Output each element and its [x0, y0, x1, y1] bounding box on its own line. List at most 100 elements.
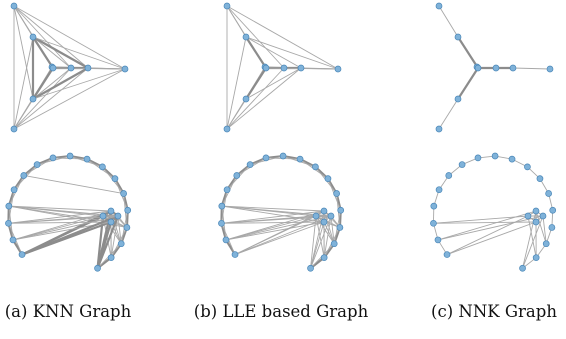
graph-edge — [33, 37, 88, 68]
graph-node — [115, 213, 121, 219]
nnk-star-graph — [436, 3, 553, 132]
graph-edge — [438, 216, 543, 240]
graph-node — [67, 153, 73, 159]
graph-node — [533, 208, 539, 214]
lle-star-graph — [224, 3, 341, 132]
graph-node — [298, 65, 304, 71]
graph-edge — [246, 37, 266, 68]
graph-edge — [447, 222, 536, 255]
graph-node — [19, 252, 25, 258]
graph-node — [118, 241, 124, 247]
graph-node — [50, 65, 56, 71]
graph-edge — [513, 68, 550, 69]
graph-edge — [246, 68, 266, 99]
graph-node — [243, 34, 249, 40]
graph-node — [122, 66, 128, 72]
graph-node — [475, 65, 481, 71]
graph-node — [34, 162, 40, 168]
graph-node — [549, 224, 555, 230]
graph-node — [436, 3, 442, 9]
graph-node — [125, 207, 131, 213]
graph-node — [84, 156, 90, 162]
graph-node — [446, 172, 452, 178]
graph-node — [328, 213, 334, 219]
graph-node — [321, 219, 327, 225]
graph-node — [99, 164, 105, 170]
lle-ring-graph — [218, 153, 343, 271]
graph-node — [11, 187, 17, 193]
graph-node — [5, 220, 11, 226]
graph-node — [430, 220, 436, 226]
graph-node — [11, 126, 17, 132]
graph-node — [297, 156, 303, 162]
graph-node — [337, 224, 343, 230]
graph-node — [537, 176, 543, 182]
caption-nnk-graph: (c) NNK Graph — [431, 302, 557, 321]
graph-node — [218, 220, 224, 226]
graph-node — [108, 255, 114, 261]
caption-knn-graph: (a) KNN Graph — [5, 302, 132, 321]
graph-edge — [14, 68, 71, 129]
graph-node — [338, 207, 344, 213]
graph-node — [108, 208, 114, 214]
graph-node — [547, 66, 553, 72]
graph-node — [331, 241, 337, 247]
graph-edge — [33, 37, 71, 68]
graph-node — [263, 65, 269, 71]
graph-node — [543, 241, 549, 247]
graph-node — [223, 237, 229, 243]
graph-edge — [14, 6, 71, 68]
graph-edge — [33, 37, 125, 69]
graph-node — [112, 176, 118, 182]
graph-node — [321, 208, 327, 214]
graph-node — [475, 155, 481, 161]
graph-node — [533, 219, 539, 225]
graph-node — [455, 34, 461, 40]
graph-edge — [246, 68, 301, 99]
graph-node — [540, 213, 546, 219]
graph-node — [313, 213, 319, 219]
graph-edge — [458, 68, 478, 99]
graph-node — [21, 172, 27, 178]
graph-edge — [227, 68, 284, 129]
graph-node — [533, 255, 539, 261]
graph-edge — [458, 37, 478, 68]
graph-node — [243, 96, 249, 102]
graph-node — [444, 252, 450, 258]
graph-node — [30, 96, 36, 102]
graph-edge — [227, 6, 284, 68]
graph-node — [30, 34, 36, 40]
graph-node — [435, 237, 441, 243]
graph-node — [335, 66, 341, 72]
graph-node — [247, 162, 253, 168]
graph-node — [308, 265, 314, 271]
graph-node — [124, 224, 130, 230]
knn-ring-graph — [5, 153, 130, 271]
graph-edge — [246, 37, 338, 69]
graph-edge — [439, 6, 458, 37]
graph-node — [10, 237, 16, 243]
graph-node — [493, 65, 499, 71]
graph-node — [524, 164, 530, 170]
graph-node — [281, 65, 287, 71]
graph-edge — [439, 99, 458, 129]
graph-node — [85, 65, 91, 71]
graph-node — [546, 191, 552, 197]
graph-node — [108, 219, 114, 225]
graph-node — [510, 65, 516, 71]
graph-edge — [246, 37, 301, 68]
graph-edge — [33, 68, 71, 99]
graph-node — [455, 96, 461, 102]
graph-node — [224, 187, 230, 193]
graph-node — [280, 153, 286, 159]
graph-node — [224, 3, 230, 9]
caption-lle-graph: (b) LLE based Graph — [194, 302, 368, 321]
graph-node — [436, 126, 442, 132]
graph-node — [6, 203, 12, 209]
graph-node — [550, 207, 556, 213]
graph-node — [68, 65, 74, 71]
nnk-ring-graph — [430, 153, 555, 271]
graph-node — [11, 3, 17, 9]
graph-node — [232, 252, 238, 258]
